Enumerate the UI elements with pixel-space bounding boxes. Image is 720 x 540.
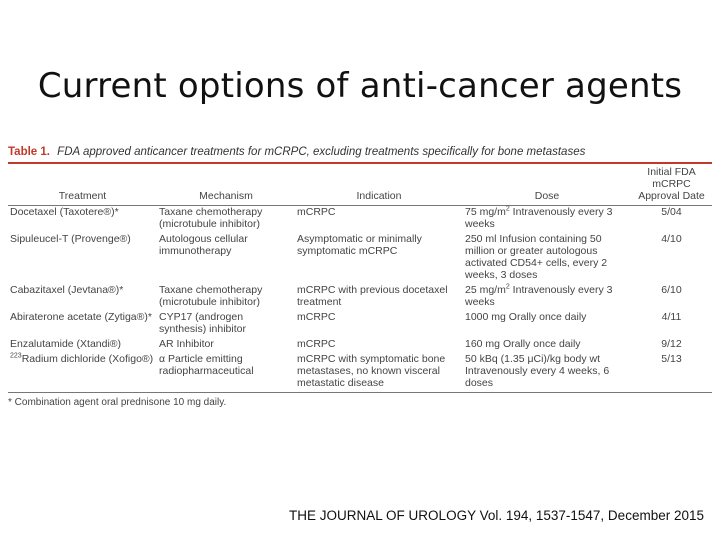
cell-mechanism: Autologous cellular immunotherapy <box>159 233 248 257</box>
cell-mechanism: CYP17 (androgen synthesis) inhibitor <box>159 311 246 335</box>
table-row: Sipuleucel-T (Provenge®) Autologous cell… <box>8 233 712 284</box>
cell-date: 5/04 <box>661 206 682 218</box>
cell-treatment: Sipuleucel-T (Provenge®) <box>10 233 131 245</box>
table-row: Cabazitaxel (Jevtana®)* Taxane chemother… <box>8 284 712 311</box>
table-footnote: * Combination agent oral prednisone 10 m… <box>8 397 227 408</box>
table-header-row: Treatment Mechanism Indication Dose Init… <box>8 164 712 205</box>
cell-dose: 1000 mg Orally once daily <box>465 311 587 323</box>
cell-treatment: Cabazitaxel (Jevtana®)* <box>10 284 124 296</box>
table-caption: Table 1. FDA approved anticancer treatme… <box>8 146 712 158</box>
cell-treatment: Enzalutamide (Xtandi®) <box>10 338 122 350</box>
header-indication: Indication <box>356 190 402 202</box>
cell-mechanism: Taxane chemotherapy (microtubule inhibit… <box>159 206 263 230</box>
cell-dose: 250 ml Infusion containing 50 million or… <box>465 233 608 281</box>
cell-date: 9/12 <box>661 338 682 350</box>
cell-treatment: Abiraterone acetate (Zytiga®)* <box>10 311 152 323</box>
table-row: Enzalutamide (Xtandi®) AR Inhibitor mCRP… <box>8 338 712 353</box>
header-dose: Dose <box>534 190 560 202</box>
cell-mechanism: α Particle emitting radiopharmaceutical <box>159 353 254 377</box>
cell-dose: 50 kBq (1.35 μCi)/kg body wt Intravenous… <box>465 353 610 389</box>
header-date-line1: Initial FDA mCRPC <box>647 166 696 190</box>
cell-dose: 160 mg Orally once daily <box>465 338 581 350</box>
cell-dose: 75 mg/m2 Intravenously every 3 weeks <box>465 205 613 231</box>
cell-indication: Asymptomatic or minimally symptomatic mC… <box>297 233 422 257</box>
approval-table: Treatment Mechanism Indication Dose Init… <box>8 164 712 392</box>
cell-indication: mCRPC <box>297 338 336 350</box>
cell-treatment: 223Radium dichloride (Xofigo®) <box>10 352 154 366</box>
cell-indication: mCRPC <box>297 206 336 218</box>
cell-date: 4/10 <box>661 233 682 245</box>
header-rule <box>8 205 712 206</box>
cell-dose: 25 mg/m2 Intravenously every 3 weeks <box>465 283 613 309</box>
header-treatment: Treatment <box>58 190 107 202</box>
table-figure: Table 1. FDA approved anticancer treatme… <box>8 146 712 408</box>
cell-indication: mCRPC <box>297 311 336 323</box>
header-mechanism: Mechanism <box>199 190 253 202</box>
table-row: 223Radium dichloride (Xofigo®) α Particl… <box>8 353 712 392</box>
table-row: Docetaxel (Taxotere®)* Taxane chemothera… <box>8 206 712 233</box>
table-bottom-rule <box>8 392 712 393</box>
slide-title: Current options of anti-cancer agents <box>37 66 683 106</box>
cell-date: 6/10 <box>661 284 682 296</box>
cell-date: 5/13 <box>661 353 682 365</box>
cell-mechanism: AR Inhibitor <box>159 338 214 350</box>
cell-indication: mCRPC with symptomatic bone metastases, … <box>297 353 446 389</box>
cell-date: 4/11 <box>661 311 682 323</box>
table-caption-text: FDA approved anticancer treatments for m… <box>57 146 586 158</box>
cell-indication: mCRPC with previous docetaxel treatment <box>297 284 448 308</box>
header-approval-date: Initial FDA mCRPC Approval Date <box>631 164 712 205</box>
table-label: Table 1. <box>8 146 50 158</box>
table-top-rule <box>8 162 712 164</box>
table-row: Abiraterone acetate (Zytiga®)* CYP17 (an… <box>8 311 712 338</box>
cell-treatment: Docetaxel (Taxotere®)* <box>10 206 119 218</box>
citation: THE JOURNAL OF UROLOGY Vol. 194, 1537-15… <box>289 508 704 523</box>
cell-mechanism: Taxane chemotherapy (microtubule inhibit… <box>159 284 263 308</box>
header-date-line2: Approval Date <box>638 190 705 202</box>
